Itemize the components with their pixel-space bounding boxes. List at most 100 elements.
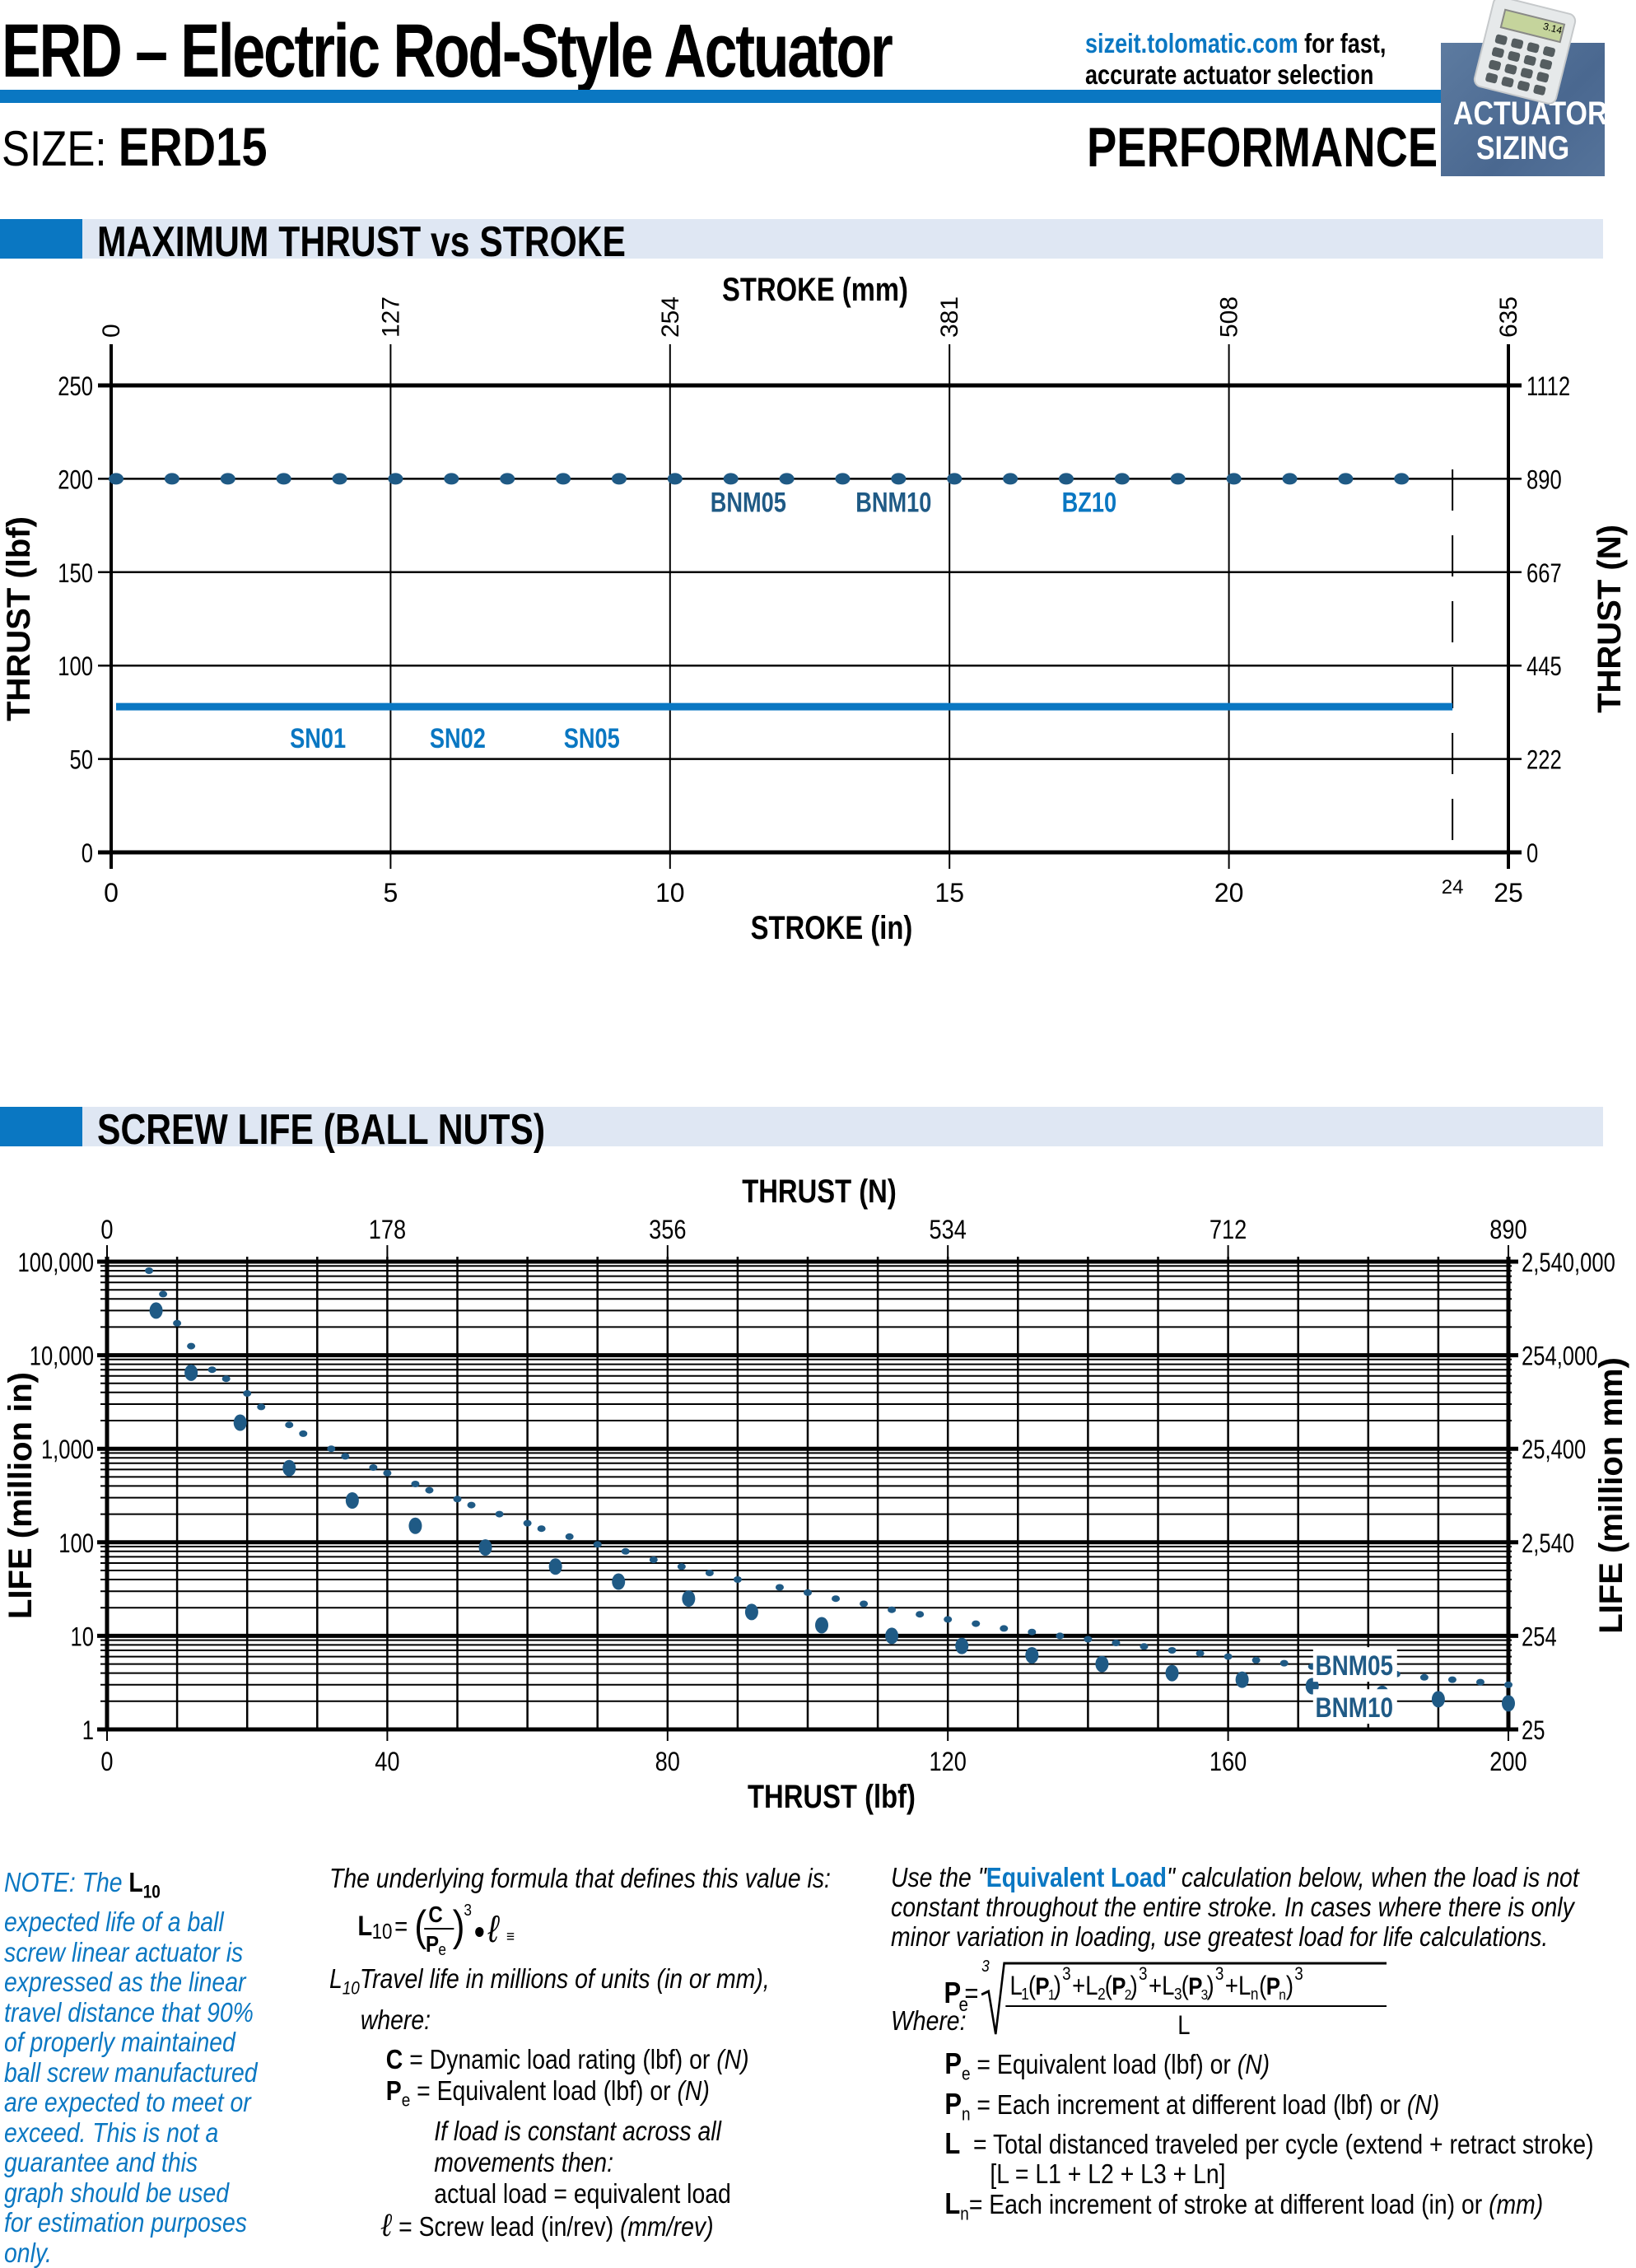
x-top-tick-label: 534	[930, 1216, 967, 1245]
y-right-tick-label: 445	[1526, 653, 1562, 682]
x-tick-label: 5	[384, 878, 399, 908]
thrust-point-bnm	[109, 473, 124, 485]
y-tick-label: 200	[58, 466, 93, 495]
thrust-point-bnm	[444, 473, 459, 485]
svg-text:2: 2	[1125, 1986, 1132, 2003]
x-top-tick-label: 0	[98, 324, 125, 338]
thrust-point-bnm	[1394, 473, 1410, 485]
svg-text:): )	[1207, 1972, 1214, 2000]
y-axis-right-title: LIFE (million mm)	[1593, 1357, 1629, 1634]
life-point-bnm10	[1235, 1671, 1249, 1688]
thrust-point-bnm	[667, 473, 683, 485]
life-point-bnm10	[345, 1492, 359, 1510]
svg-text:L: L	[357, 1910, 372, 1942]
life-point-bnm10	[1165, 1664, 1179, 1682]
thrust-point-bnm	[1114, 473, 1130, 485]
life-point-bnm10	[612, 1573, 626, 1590]
equivalent-load-link[interactable]: Equivalent Load	[986, 1862, 1167, 1892]
x-top-tick-label: 0	[100, 1216, 113, 1245]
life-point-bnm05	[1000, 1625, 1009, 1632]
x-tick-label: 10	[655, 878, 685, 908]
x-tick-label: 40	[375, 1748, 399, 1777]
life-point-bnm05	[327, 1445, 336, 1453]
screw-life-chart: THRUST (N) THRUST (lbf) LIFE (million in) L…	[2, 1173, 1629, 1815]
y-tick-label: 100	[58, 1529, 94, 1558]
life-point-bnm10	[408, 1517, 422, 1534]
svg-text:3: 3	[1294, 1964, 1303, 1985]
life-point-bnm05	[1028, 1628, 1037, 1636]
life-point-bnm10	[548, 1558, 562, 1575]
life-point-bnm05	[804, 1589, 812, 1596]
svg-text:): )	[1130, 1972, 1138, 2000]
thrust-point-bnm	[1282, 473, 1298, 485]
life-point-bnm05	[187, 1342, 196, 1350]
series-annotation: BNM10	[1316, 1692, 1393, 1724]
life-point-bnm05	[495, 1510, 504, 1518]
svg-text:3: 3	[1139, 1964, 1148, 1985]
life-point-bnm05	[1419, 1673, 1429, 1681]
life-point-bnm05	[425, 1486, 434, 1494]
life-point-bnm05	[972, 1620, 981, 1627]
svg-text:(: (	[1182, 1972, 1189, 2000]
thrust-point-bnm	[1170, 473, 1186, 485]
y-right-tick-label: 25,400	[1522, 1436, 1586, 1465]
svg-text:3: 3	[981, 1957, 990, 1976]
y-tick-label: 100,000	[17, 1248, 94, 1277]
life-point-bnm05	[467, 1501, 476, 1509]
life-point-bnm10	[233, 1414, 247, 1431]
life-point-bnm10	[282, 1459, 296, 1477]
x-top-tick-label: 178	[369, 1216, 406, 1245]
x-axis-title: STROKE (in)	[751, 909, 913, 946]
x-axis-top-title: THRUST (N)	[742, 1173, 897, 1210]
life-point-bnm05	[705, 1570, 714, 1577]
life-point-bnm10	[682, 1590, 696, 1608]
x-axis-top-title: STROKE (mm)	[722, 271, 908, 308]
life-point-bnm05	[621, 1547, 630, 1555]
max-stroke-label: 24	[1442, 876, 1464, 898]
svg-text:=: =	[394, 1912, 408, 1941]
annotation-bg	[1312, 1689, 1397, 1724]
svg-text:P: P	[426, 1930, 439, 1957]
y-right-tick-label: 25	[1522, 1716, 1545, 1745]
thrust-point-bnm	[891, 473, 907, 485]
l10-formula: L 10 = ( C P e ) 3 ℓ ≡	[357, 1901, 831, 1959]
sizing-url-link[interactable]: sizeit.tolomatic.com	[1085, 28, 1298, 58]
series-annotation: BNM05	[1316, 1650, 1393, 1682]
life-point-bnm10	[1431, 1691, 1445, 1708]
thrust-point-bnm	[1058, 473, 1074, 485]
life-point-bnm05	[1168, 1646, 1177, 1654]
x-tick-label: 80	[655, 1748, 680, 1777]
thrust-point-bnm	[947, 473, 962, 485]
life-point-bnm05	[299, 1430, 308, 1437]
section-header-life: SCREW LIFE (BALL NUTS)	[0, 1106, 1603, 1154]
svg-text:P: P	[1266, 1972, 1280, 2000]
life-point-bnm05	[1475, 1678, 1485, 1686]
y-tick-label: 10	[71, 1623, 94, 1652]
svg-text:P: P	[1035, 1972, 1049, 2000]
thrust-point-bnm	[500, 473, 515, 485]
y-right-tick-label: 222	[1526, 746, 1562, 775]
svg-text:+L: +L	[1149, 1972, 1174, 2000]
section-marker	[0, 219, 82, 259]
x-top-tick-label: 508	[1216, 296, 1243, 338]
life-point-bnm05	[1084, 1636, 1093, 1643]
y-tick-label: 10,000	[30, 1342, 94, 1371]
x-top-tick-label: 381	[936, 296, 963, 338]
size-label: SIZE:	[2, 121, 107, 176]
life-point-bnm05	[257, 1403, 266, 1411]
annotation-bg	[1312, 1647, 1397, 1682]
life-point-bnm05	[1279, 1659, 1289, 1667]
y-right-tick-label: 2,540,000	[1522, 1248, 1615, 1277]
l10-note: NOTE: The L10 expected life of a ball sc…	[4, 1867, 258, 2268]
x-tick-label: 15	[935, 878, 964, 908]
thrust-point-bnm	[1338, 473, 1354, 485]
life-point-bnm05	[565, 1533, 574, 1540]
x-tick-label: 20	[1214, 878, 1244, 908]
y-right-tick-label: 2,540	[1522, 1529, 1574, 1558]
life-point-bnm05	[677, 1563, 686, 1570]
life-point-bnm10	[744, 1603, 758, 1621]
life-point-bnm05	[145, 1267, 154, 1275]
life-point-bnm05	[593, 1541, 602, 1548]
x-tick-label: 160	[1210, 1748, 1247, 1777]
